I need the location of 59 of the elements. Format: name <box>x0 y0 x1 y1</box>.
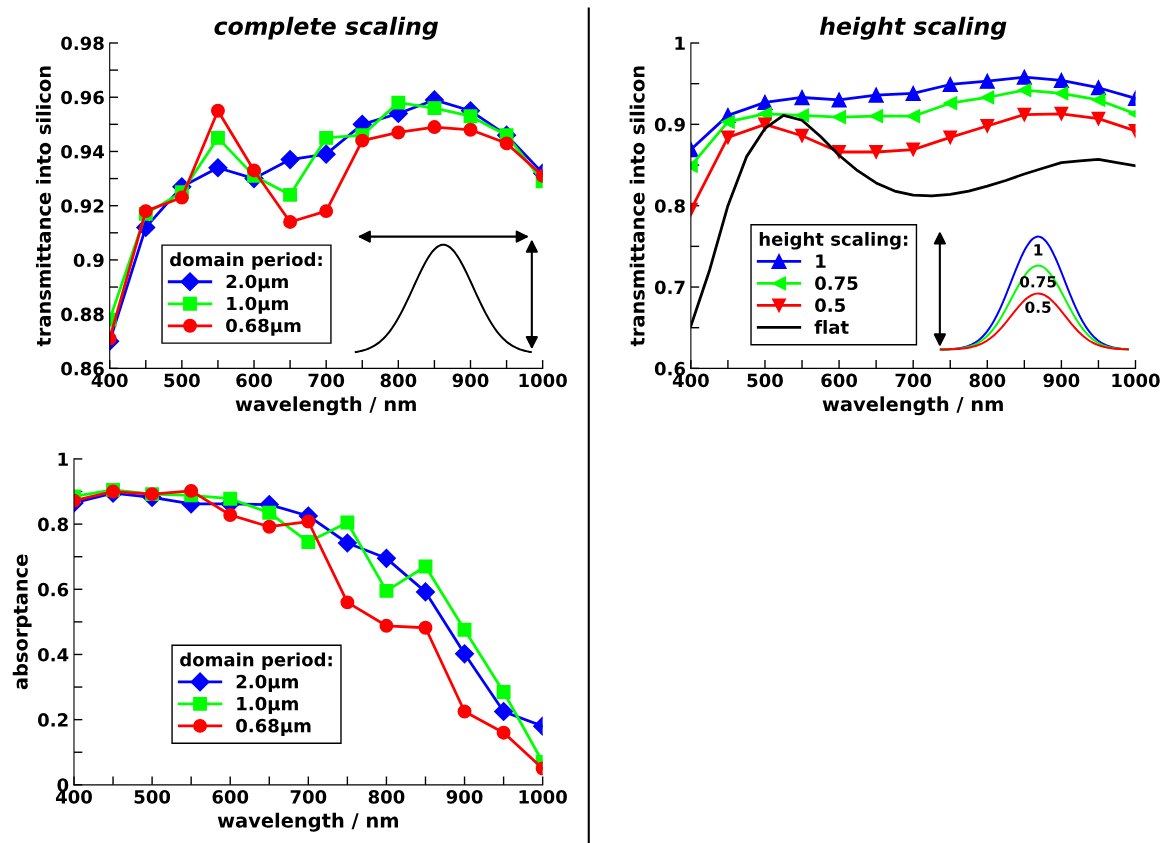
legend-label: 0.75 <box>815 276 858 291</box>
x-tick-label: 400 <box>55 790 92 804</box>
x-tick-label: 800 <box>969 373 1006 388</box>
legend-title: domain period: <box>180 652 332 670</box>
x-axis-title: wavelength / nm <box>822 396 1003 416</box>
y-tick-label: 0.9 <box>73 253 104 268</box>
x-axis-title: wavelength / nm <box>217 812 399 832</box>
annotation: 1 <box>1034 244 1043 256</box>
legend-label: flat <box>814 320 849 334</box>
y-tick-label: 0.6 <box>38 582 69 597</box>
x-tick-label: 500 <box>164 373 200 388</box>
y-tick-label: 0 <box>57 778 69 792</box>
x-tick-label: 700 <box>308 373 345 388</box>
y-tick-label: 0.88 <box>61 307 104 322</box>
y-tick-label: 0.8 <box>38 517 69 532</box>
legend-label: 0.68µm <box>236 718 311 736</box>
x-tick-label: 600 <box>236 373 272 388</box>
x-tick-label: 700 <box>895 373 932 388</box>
y-tick-label: 0.94 <box>61 144 105 159</box>
y-tick-label: 0.98 <box>61 36 104 51</box>
y-tick-label: 0.7 <box>654 280 685 295</box>
x-tick-label: 500 <box>134 790 171 804</box>
x-tick-label: 1000 <box>1112 373 1160 388</box>
x-tick-label: 900 <box>446 790 483 804</box>
x-tick-label: 700 <box>290 790 327 804</box>
annotation: 0.5 <box>1025 301 1051 313</box>
x-tick-label: 500 <box>747 373 783 388</box>
y-tick-label: 0.4 <box>38 647 69 662</box>
x-tick-label: 600 <box>821 373 858 388</box>
x-tick-label: 800 <box>368 790 405 804</box>
legend-label: 2.0µm <box>236 674 298 692</box>
legend-title: domain period: <box>170 252 322 270</box>
legend-label: 2.0µm <box>226 274 288 292</box>
y-axis-title: absorptance <box>12 554 32 690</box>
x-tick-label: 800 <box>380 373 417 388</box>
y-tick-label: 0.8 <box>654 199 685 213</box>
chart-title: complete scaling <box>214 16 438 40</box>
y-tick-label: 0.2 <box>38 713 68 727</box>
x-tick-label: 1000 <box>519 790 567 804</box>
y-tick-label: 0.9 <box>654 117 685 132</box>
x-tick-label: 600 <box>212 790 249 804</box>
x-axis-title: wavelength / nm <box>235 396 416 416</box>
chart-title: height scaling <box>819 16 1007 40</box>
y-axis-title: transmittance into silicon <box>629 66 645 347</box>
annotation: 0.75 <box>1020 276 1056 288</box>
legend-label: 1 <box>816 254 826 268</box>
legend-label: 1.0µm <box>227 296 288 314</box>
y-axis-title: transmittance into silicon <box>35 66 51 347</box>
x-tick-label: 900 <box>1043 373 1080 388</box>
legend-label: 0.68µm <box>226 318 301 336</box>
x-tick-label: 1000 <box>519 373 567 388</box>
y-tick-label: 0.92 <box>61 199 104 213</box>
legend-label: 0.5 <box>815 298 845 313</box>
legend-label: 1.0µm <box>237 696 298 714</box>
y-tick-label: 1 <box>675 36 685 50</box>
legend-title: height scaling: <box>759 231 908 250</box>
x-tick-label: 900 <box>452 373 489 388</box>
y-tick-label: 1 <box>58 452 68 466</box>
y-tick-label: 0.96 <box>61 90 104 105</box>
